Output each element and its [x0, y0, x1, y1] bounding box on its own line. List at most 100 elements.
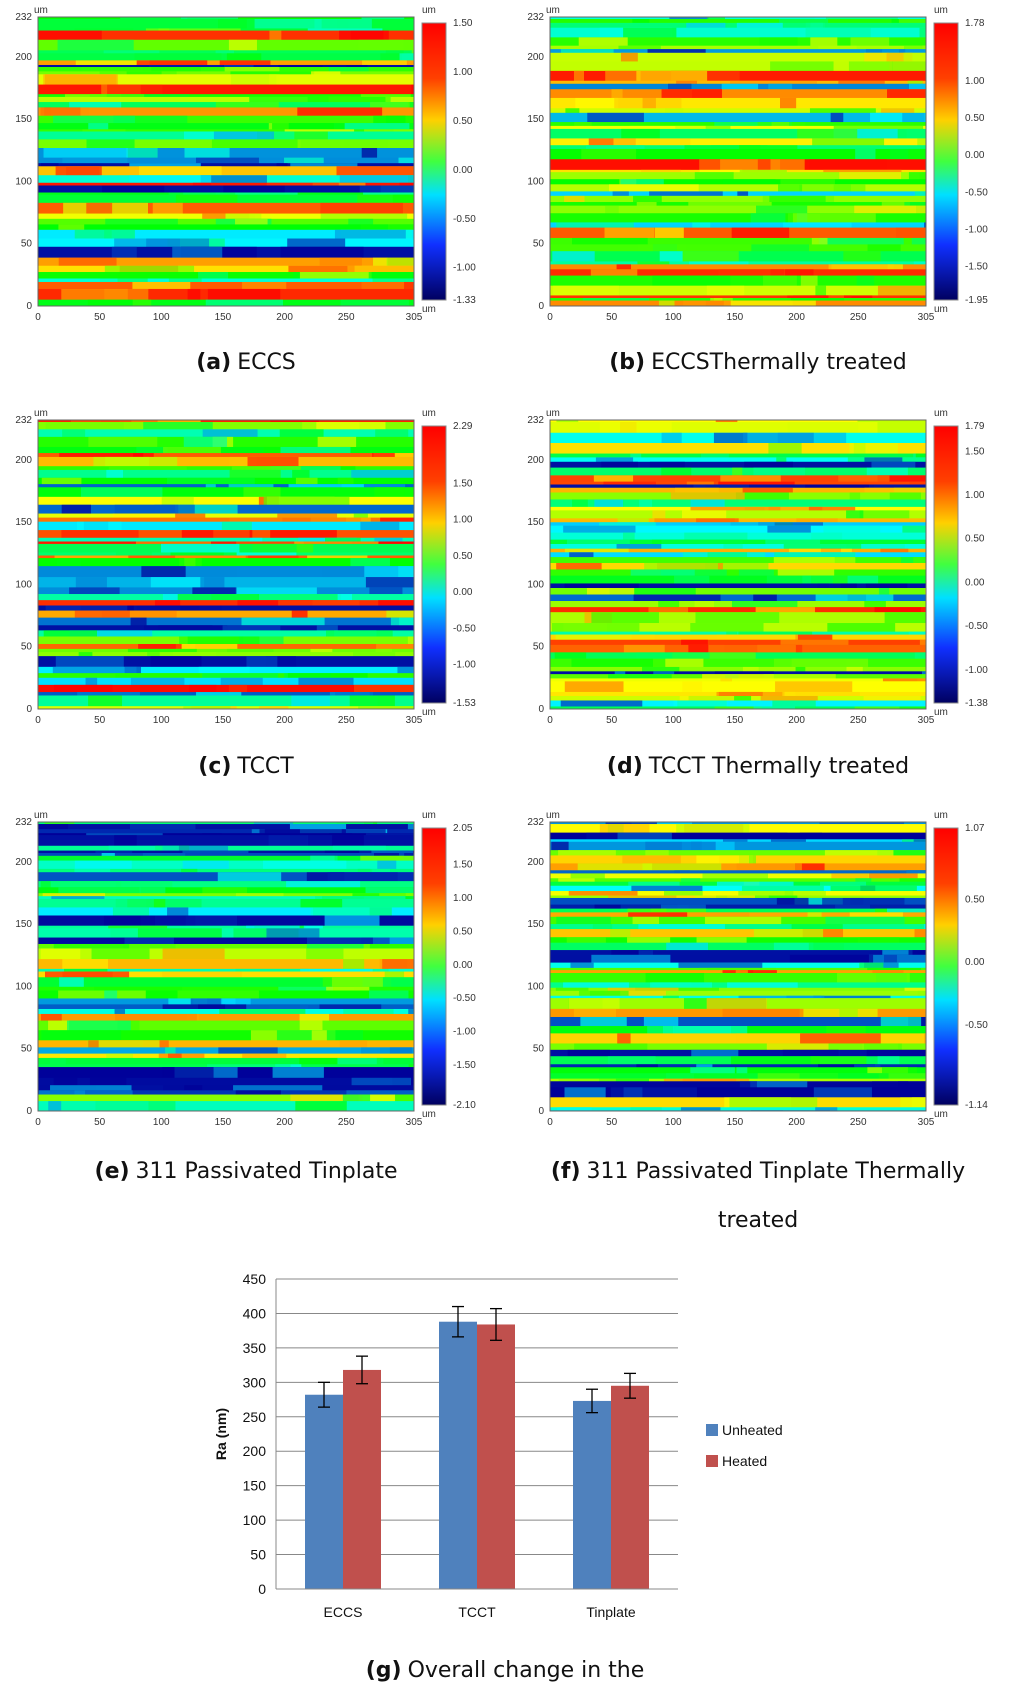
texture [139, 887, 166, 894]
unit-label: um [422, 5, 436, 16]
texture [108, 466, 187, 471]
band [550, 461, 926, 469]
texture [822, 897, 905, 906]
texture [670, 492, 745, 500]
colorbar-label: -1.95 [965, 295, 988, 306]
texture [132, 281, 191, 290]
texture [54, 555, 129, 559]
texture [300, 898, 343, 908]
x-tick-label: 305 [406, 715, 423, 726]
texture [215, 192, 298, 196]
texture [270, 420, 319, 423]
texture [661, 467, 692, 476]
y-tick-label: 232 [527, 817, 544, 828]
texture [770, 839, 806, 843]
plot-frame [37, 16, 415, 307]
texture [310, 517, 362, 523]
texture [669, 17, 709, 20]
texture [40, 1013, 62, 1022]
texture [756, 205, 808, 214]
texture [374, 537, 403, 543]
texture [811, 532, 843, 541]
texture [661, 539, 743, 545]
texture [919, 27, 926, 38]
texture [61, 288, 128, 301]
texture [146, 898, 202, 908]
band [38, 1030, 414, 1041]
texture [805, 484, 874, 489]
band [550, 27, 926, 38]
texture [202, 887, 248, 894]
texture [365, 577, 414, 588]
y-tick-label: 150 [243, 1478, 267, 1494]
band [550, 17, 926, 20]
texture [716, 881, 794, 887]
texture [585, 145, 645, 150]
texture [307, 28, 383, 32]
texture [177, 594, 259, 601]
texture [611, 89, 623, 99]
band [550, 583, 926, 589]
texture [706, 998, 767, 1010]
texture [923, 924, 926, 930]
texture [749, 832, 788, 840]
texture [253, 822, 294, 825]
texture [241, 617, 325, 626]
texture [906, 128, 926, 139]
texture [784, 891, 826, 896]
texture [722, 179, 776, 185]
texture [369, 587, 403, 595]
texture [739, 1081, 757, 1088]
texture [853, 442, 866, 455]
band [38, 829, 414, 834]
texture [643, 1016, 679, 1027]
texture [676, 80, 698, 85]
texture [566, 539, 630, 545]
band [38, 94, 414, 98]
texture [45, 605, 128, 612]
texture [361, 1047, 414, 1055]
band [550, 184, 926, 192]
texture [53, 1077, 78, 1086]
texture [343, 1008, 394, 1015]
texture [866, 1049, 926, 1057]
texture [563, 525, 636, 534]
texture [52, 666, 137, 674]
y-tick-label: 0 [26, 704, 32, 715]
unit-label: um [934, 5, 948, 16]
band [550, 1107, 926, 1111]
texture [849, 492, 861, 500]
texture [288, 265, 355, 273]
texture [564, 1087, 606, 1098]
texture [408, 1008, 414, 1015]
band [550, 607, 926, 613]
band [38, 39, 414, 51]
texture [630, 453, 642, 458]
texture [385, 50, 404, 54]
texture [316, 625, 338, 631]
band [550, 990, 926, 997]
texture [610, 929, 631, 938]
y-tick-label: 250 [243, 1409, 267, 1425]
band [38, 652, 414, 657]
texture [776, 457, 787, 463]
texture [361, 148, 378, 159]
band [38, 610, 414, 619]
colorbar [933, 425, 959, 704]
y-tick-label: 200 [243, 1443, 267, 1459]
texture [877, 285, 926, 296]
texture [263, 446, 298, 454]
texture [730, 300, 816, 306]
unit-label: um [34, 810, 48, 821]
x-tick-label: 200 [276, 715, 293, 726]
texture [207, 288, 281, 301]
texture [320, 202, 403, 215]
texture [799, 184, 866, 192]
texture [658, 600, 695, 608]
texture [114, 504, 195, 515]
texture [673, 1026, 748, 1034]
band [38, 617, 414, 626]
texture [716, 634, 798, 641]
texture [710, 298, 723, 302]
y-tick-label: 100 [15, 176, 32, 187]
